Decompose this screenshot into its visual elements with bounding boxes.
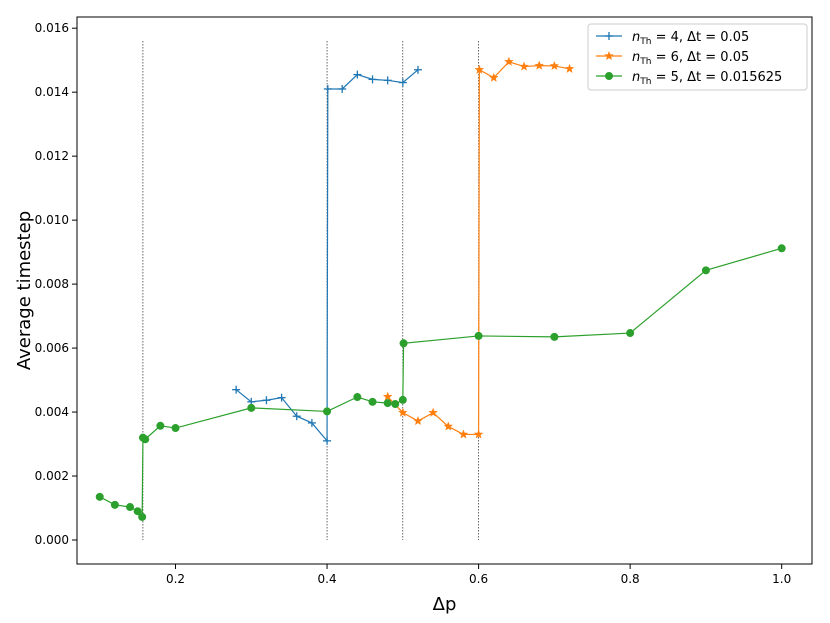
data-point <box>391 400 400 409</box>
legend-label-var: n <box>632 50 640 65</box>
data-point <box>141 435 150 444</box>
data-point <box>413 415 423 426</box>
data-point <box>777 244 786 253</box>
y-tick-label: 0.008 <box>35 277 69 291</box>
legend-entry: nTh = 5, Δt = 0.015625 <box>596 70 782 87</box>
data-point <box>247 403 256 412</box>
data-point <box>519 61 529 71</box>
data-point <box>353 393 362 402</box>
data-point <box>277 393 286 402</box>
legend-entry: nTh = 6, Δt = 0.05 <box>596 50 749 67</box>
data-point <box>156 421 165 430</box>
series-2 <box>382 56 575 439</box>
data-point <box>604 50 614 61</box>
data-point <box>133 507 142 516</box>
y-tick-label: 0.000 <box>35 533 69 547</box>
data-point <box>397 407 408 417</box>
data-point <box>399 339 408 348</box>
legend-label: nTh = 4, Δt = 0.05 <box>632 30 749 47</box>
data-point <box>323 407 332 416</box>
data-point <box>126 503 135 512</box>
y-tick-label: 0.010 <box>35 213 69 227</box>
data-point <box>262 396 271 405</box>
legend-label-var: n <box>632 30 640 45</box>
data-point <box>443 421 454 431</box>
data-point <box>413 65 422 74</box>
x-tick-label: 0.8 <box>621 572 640 586</box>
x-tick-label: 0.4 <box>318 572 337 586</box>
data-point <box>701 266 710 275</box>
legend-label-var: n <box>632 70 640 85</box>
data-point <box>323 84 332 93</box>
y-tick-label: 0.002 <box>35 469 69 483</box>
data-point <box>307 418 316 427</box>
data-point <box>338 84 347 93</box>
legend-entry: nTh = 4, Δt = 0.05 <box>596 30 749 47</box>
data-point <box>383 399 392 408</box>
legend-label-sub: Th <box>639 57 651 67</box>
data-point <box>549 60 560 71</box>
data-point <box>428 407 438 417</box>
data-point <box>564 63 575 73</box>
data-point <box>138 512 147 521</box>
legend-label-rest: = 6, Δt = 0.05 <box>651 50 749 65</box>
data-point <box>382 391 393 401</box>
y-axis-ticks: 0.000 0.002 0.004 0.006 0.008 0.010 0.012 0.014… <box>35 21 77 547</box>
data-point <box>474 331 483 340</box>
legend-label: nTh = 5, Δt = 0.015625 <box>632 70 782 87</box>
plot-frame <box>76 16 813 565</box>
data-point <box>626 329 635 338</box>
data-point <box>504 56 514 66</box>
y-axis-title: Average timestep <box>14 211 35 370</box>
data-point <box>458 429 469 439</box>
legend-label-sub: Th <box>639 37 651 47</box>
legend-label-rest: = 4, Δt = 0.05 <box>651 30 749 45</box>
reference-lines <box>142 40 479 541</box>
data-point <box>368 397 377 406</box>
data-point <box>534 60 545 70</box>
x-axis-ticks: 0.2 0.4 0.6 0.8 1.0 <box>166 564 791 586</box>
y-tick-label: 0.006 <box>35 341 69 355</box>
data-point <box>110 500 119 509</box>
data-point <box>353 70 362 79</box>
data-point <box>368 75 377 84</box>
data-point <box>398 395 407 404</box>
data-point <box>171 424 180 433</box>
data-point <box>95 492 104 501</box>
plot-series <box>95 56 786 521</box>
y-tick-label: 0.016 <box>35 21 69 35</box>
data-point <box>474 64 485 74</box>
data-point <box>398 78 407 87</box>
data-point <box>605 32 613 40</box>
data-point <box>550 332 559 341</box>
series-1 <box>232 65 422 445</box>
data-point <box>473 429 484 439</box>
legend-frame <box>587 23 808 91</box>
y-tick-label: 0.004 <box>35 405 69 419</box>
data-point <box>383 76 392 85</box>
legend-label-rest: = 5, Δt = 0.015625 <box>651 70 782 85</box>
series-3 <box>95 244 786 521</box>
x-tick-label: 0.6 <box>469 572 488 586</box>
x-axis-title: Δp <box>433 594 457 615</box>
x-tick-label: 0.2 <box>166 572 185 586</box>
data-point <box>232 385 241 394</box>
legend-label-sub: Th <box>639 77 651 87</box>
data-point <box>292 412 301 421</box>
series-line <box>387 61 570 436</box>
axes: 0.2 0.4 0.6 0.8 1.0 0.0000.0020.0040.0060.00… <box>14 16 813 615</box>
data-point <box>605 72 613 80</box>
data-point <box>488 72 499 82</box>
y-tick-label: 0.012 <box>35 149 69 163</box>
x-tick-label: 1.0 <box>772 572 791 586</box>
y-tick-label: 0.014 <box>35 85 69 99</box>
legend-label: nTh = 6, Δt = 0.05 <box>632 50 749 67</box>
data-point <box>323 436 332 445</box>
series-line <box>99 247 782 519</box>
